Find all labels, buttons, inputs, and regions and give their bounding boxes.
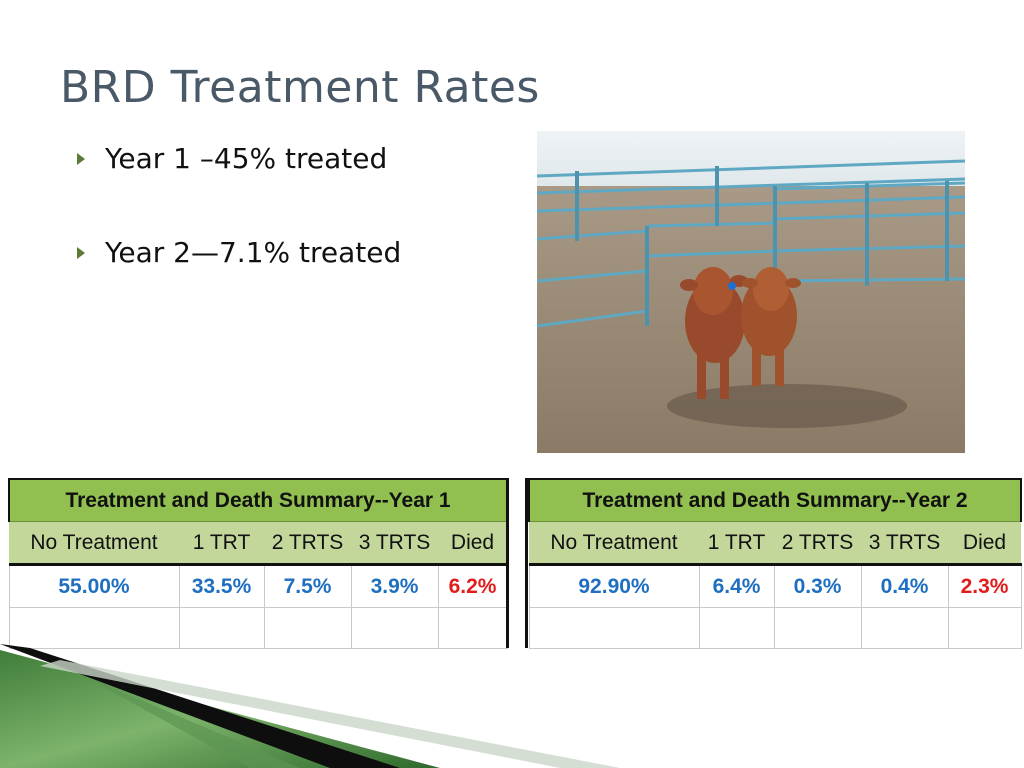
slide-title: BRD Treatment Rates <box>60 62 540 113</box>
bullet-arrow-icon <box>77 153 85 165</box>
column-header: No Treatment <box>9 521 179 566</box>
empty-cell <box>698 607 775 649</box>
corner-swoosh-decoration <box>0 644 620 768</box>
table-title: Treatment and Death Summary--Year 2 <box>527 478 1023 522</box>
bullet-year-2: Year 2—7.1% treated <box>75 230 401 276</box>
empty-cell <box>178 607 265 649</box>
value-cell: 92.90% <box>528 564 700 608</box>
empty-cell <box>860 607 949 649</box>
empty-cell <box>528 607 700 649</box>
column-header: 3 TRTS <box>351 521 438 566</box>
column-header: 1 TRT <box>699 521 774 566</box>
bullet-text: Year 2—7.1% treated <box>105 236 402 269</box>
bullet-text: Year 1 –45% treated <box>105 142 388 175</box>
column-header: 2 TRTS <box>264 521 351 566</box>
summary-table-year-1: Treatment and Death Summary--Year 1 No T… <box>7 478 509 649</box>
value-cell: 55.00% <box>8 564 180 608</box>
column-header: Died <box>948 521 1022 566</box>
value-cell: 7.5% <box>263 564 352 608</box>
calves-photo <box>537 131 965 453</box>
bullet-year-1: Year 1 –45% treated <box>75 136 401 182</box>
empty-cell <box>773 607 862 649</box>
bullet-arrow-icon <box>77 247 85 259</box>
value-cell: 6.4% <box>698 564 775 608</box>
column-header: 1 TRT <box>179 521 264 566</box>
empty-cell <box>8 607 180 649</box>
died-value-cell: 6.2% <box>437 564 508 608</box>
died-value-cell: 2.3% <box>947 564 1022 608</box>
value-cell: 0.4% <box>860 564 949 608</box>
calves-photo-illustration <box>537 131 965 453</box>
table-title: Treatment and Death Summary--Year 1 <box>7 478 509 522</box>
summary-tables: Treatment and Death Summary--Year 1 No T… <box>7 478 1023 649</box>
column-header: 2 TRTS <box>774 521 861 566</box>
column-header: No Treatment <box>529 521 699 566</box>
summary-table-year-2: Treatment and Death Summary--Year 2 No T… <box>527 478 1023 649</box>
table-divider <box>506 478 528 648</box>
value-cell: 3.9% <box>350 564 439 608</box>
column-header: 3 TRTS <box>861 521 948 566</box>
empty-cell <box>947 607 1022 649</box>
column-header: Died <box>438 521 508 566</box>
bullet-list: Year 1 –45% treated Year 2—7.1% treated <box>75 136 401 276</box>
value-cell: 33.5% <box>178 564 265 608</box>
empty-cell <box>350 607 439 649</box>
empty-cell <box>263 607 352 649</box>
empty-cell <box>437 607 508 649</box>
value-cell: 0.3% <box>773 564 862 608</box>
